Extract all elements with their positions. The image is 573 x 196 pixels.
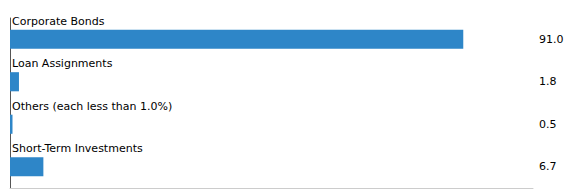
svg-text:Loan Assignments: Loan Assignments xyxy=(12,57,113,70)
svg-text:0.5: 0.5 xyxy=(539,118,557,131)
svg-text:Others (each less than 1.0%): Others (each less than 1.0%) xyxy=(12,100,172,113)
svg-text:Short-Term Investments: Short-Term Investments xyxy=(12,142,143,155)
svg-text:91.0: 91.0 xyxy=(539,33,564,46)
svg-text:1.8: 1.8 xyxy=(539,75,557,88)
svg-text:Corporate Bonds: Corporate Bonds xyxy=(12,15,105,28)
svg-text:6.7: 6.7 xyxy=(539,160,557,173)
